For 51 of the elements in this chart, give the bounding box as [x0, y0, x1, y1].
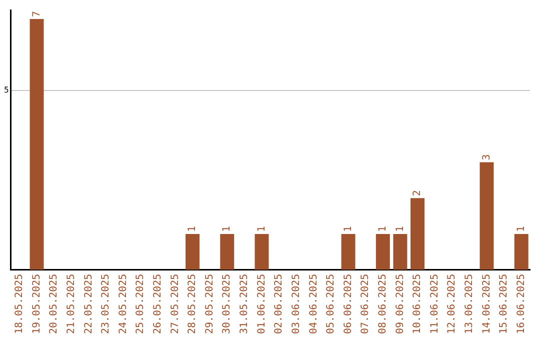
x-tick-label: 23.05.2025	[100, 274, 112, 334]
data-label: 1	[342, 226, 354, 232]
x-tick-label: 03.06.2025	[290, 274, 302, 334]
x-tick-label: 27.05.2025	[170, 274, 181, 334]
x-tick-label: 10.06.2025	[412, 274, 424, 334]
data-label: 2	[412, 190, 424, 196]
x-tick-label: 21.05.2025	[66, 274, 77, 334]
x-tick-label: 05.06.2025	[326, 274, 337, 334]
x-tick-label: 26.05.2025	[152, 274, 164, 334]
x-tick-label: 07.06.2025	[360, 274, 372, 334]
data-label: 1	[394, 226, 406, 232]
x-tick-label: 01.06.2025	[256, 274, 268, 334]
bar	[254, 234, 269, 270]
bar	[30, 18, 44, 270]
x-tick-label: 31.05.2025	[239, 274, 250, 334]
x-tick-label: 24.05.2025	[118, 274, 129, 334]
bar	[393, 234, 408, 270]
x-tick-label: 28.05.2025	[187, 274, 198, 334]
bar	[220, 234, 234, 270]
x-tick-label: 04.06.2025	[308, 274, 320, 334]
data-label: 1	[256, 226, 268, 232]
bar	[186, 234, 200, 270]
data-label: 1	[516, 226, 527, 232]
data-label: 1	[222, 226, 233, 232]
x-tick-label: 08.06.2025	[377, 274, 388, 334]
data-label: 3	[481, 154, 492, 160]
x-tick-label: 16.06.2025	[516, 274, 527, 334]
x-tick-label: 15.06.2025	[498, 274, 510, 334]
x-tick-label: 25.05.2025	[135, 274, 146, 334]
x-tick-label: 18.05.2025	[14, 274, 26, 334]
x-tick-label: 11.06.2025	[429, 274, 440, 334]
data-label: 7	[31, 10, 42, 17]
x-tick-label: 02.06.2025	[274, 274, 285, 334]
y-tick-label: 5	[4, 86, 9, 95]
data-label: 1	[377, 226, 388, 232]
bar	[376, 234, 390, 270]
bar	[514, 234, 528, 270]
x-tick-label: 30.05.2025	[222, 274, 233, 334]
x-tick-label: 06.06.2025	[342, 274, 354, 334]
bar	[480, 162, 494, 270]
x-tick-label: 13.06.2025	[464, 274, 476, 334]
data-label: 1	[187, 226, 198, 232]
x-tick-label: 12.06.2025	[446, 274, 458, 334]
bar	[410, 198, 424, 270]
x-tick-label: 09.06.2025	[394, 274, 406, 334]
x-tick-label: 22.05.2025	[83, 274, 94, 334]
x-tick-label: 19.05.2025	[31, 274, 42, 334]
bar	[341, 234, 356, 270]
x-tick-label: 20.05.2025	[48, 274, 60, 334]
x-tick-label: 29.05.2025	[204, 274, 216, 334]
x-tick-label: 14.06.2025	[481, 274, 492, 334]
